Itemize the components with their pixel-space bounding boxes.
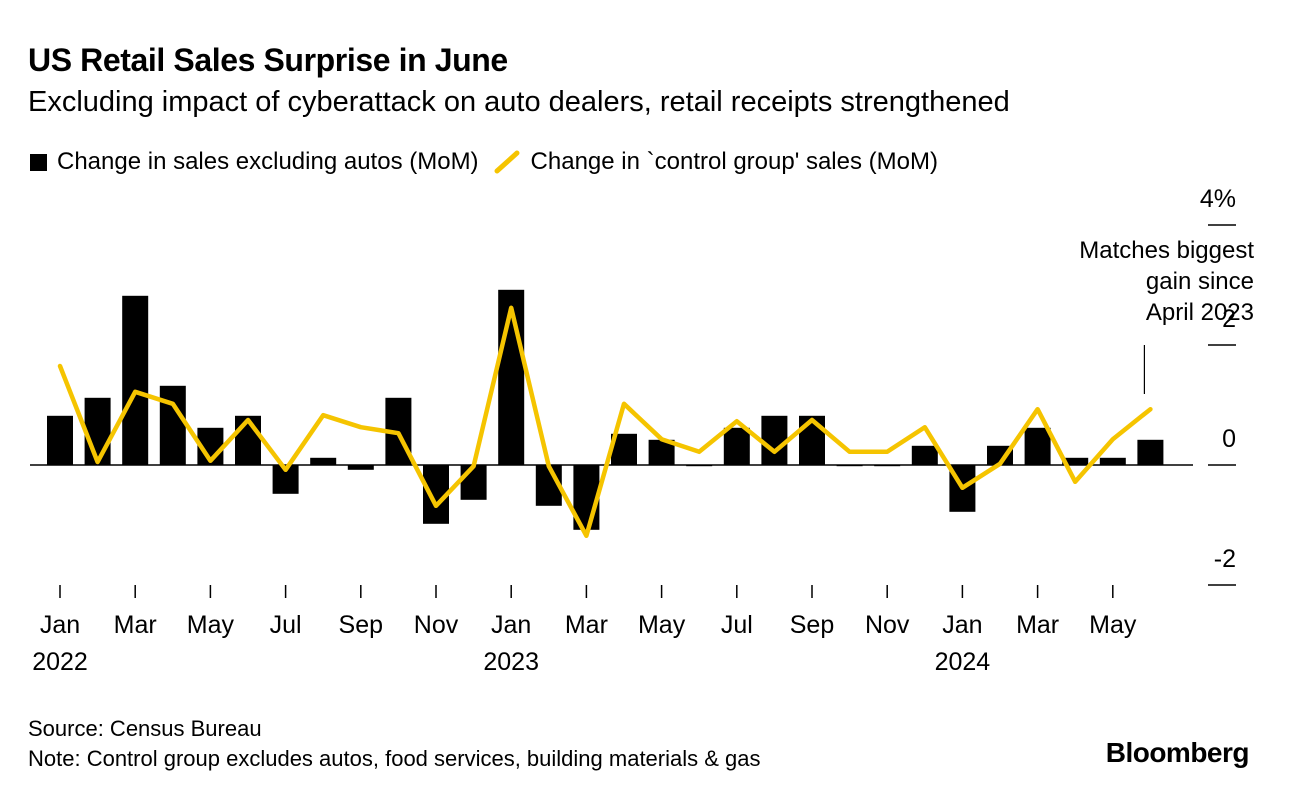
bars-layer — [47, 289, 1164, 530]
bar — [460, 465, 487, 500]
bar — [1062, 457, 1089, 465]
x-tick-label-year: 2022 — [32, 648, 88, 676]
bar — [1099, 457, 1126, 465]
bar — [911, 445, 938, 465]
x-tick-label-month: Jul — [721, 611, 753, 639]
bar — [310, 457, 337, 465]
x-tick-label-year: 2023 — [483, 648, 539, 676]
annotation: Matches biggest gain since April 2023 — [1079, 237, 1254, 394]
y-axis: -2 0 2 4% — [1200, 185, 1236, 586]
legend-line-label: Change in `control group' sales (MoM) — [530, 148, 938, 175]
x-tick-label-month: Nov — [414, 611, 459, 639]
y-tick-label: 0 — [1222, 425, 1236, 453]
legend-item-bars: Change in sales excluding autos (MoM) — [30, 148, 479, 176]
legend-item-line: Change in `control group' sales (MoM) — [493, 148, 938, 176]
x-tick-label-month: May — [187, 611, 235, 639]
bloomberg-logo: Bloomberg — [1105, 737, 1250, 768]
footnote: Note: Control group excludes autos, food… — [28, 746, 761, 771]
bar-swatch-icon — [30, 153, 47, 171]
source-note: Source: Census Bureau — [28, 716, 262, 741]
bar — [122, 295, 149, 465]
y-tick-label: -2 — [1214, 545, 1236, 573]
bar — [761, 415, 788, 465]
x-tick-label-month: Nov — [865, 611, 910, 639]
x-tick-label-month: May — [638, 611, 686, 639]
x-tick-label-year: 2024 — [935, 648, 991, 676]
bar — [47, 415, 73, 465]
bar — [84, 397, 111, 465]
bar — [1024, 427, 1051, 465]
line-swatch-icon — [494, 150, 520, 174]
bar — [799, 415, 825, 465]
x-axis: Jan 2022 Mar May Jul Sep Nov Jan 2023 Mar May Jul Se… — [32, 585, 1137, 676]
legend-bars-label: Change in sales excluding autos (MoM) — [57, 148, 479, 175]
x-tick-label-month: Jul — [270, 611, 302, 639]
x-tick-label-month: Sep — [790, 611, 834, 639]
x-tick-label-month: Mar — [114, 611, 157, 639]
bar — [1137, 439, 1164, 465]
bar — [498, 289, 525, 465]
x-tick-label-month: Mar — [1016, 611, 1059, 639]
chart-title: US Retail Sales Surprise in June — [28, 42, 508, 78]
x-tick-label-month: Jan — [942, 611, 982, 639]
y-tick-label: 4% — [1200, 185, 1236, 213]
x-tick-label-month: Sep — [339, 611, 383, 639]
bar — [159, 385, 186, 465]
annotation-text: April 2023 — [1146, 299, 1254, 326]
chart-subtitle: Excluding impact of cyberattack on auto … — [28, 86, 1010, 118]
annotation-text: Matches biggest — [1079, 237, 1254, 264]
annotation-text: gain since — [1146, 268, 1254, 295]
line-layer — [57, 305, 1153, 539]
x-tick-label-month: Mar — [565, 611, 608, 639]
y-tick-label: 2 — [1222, 305, 1236, 333]
x-tick-label-month: May — [1089, 611, 1137, 639]
bar — [347, 465, 374, 470]
control-group-line — [57, 305, 1153, 539]
x-tick-label-month: Jan — [491, 611, 531, 639]
bar — [235, 415, 261, 465]
legend: Change in sales excluding autos (MoM) Ch… — [30, 148, 952, 176]
x-tick-label-month: Jan — [40, 611, 80, 639]
bar — [723, 427, 750, 465]
